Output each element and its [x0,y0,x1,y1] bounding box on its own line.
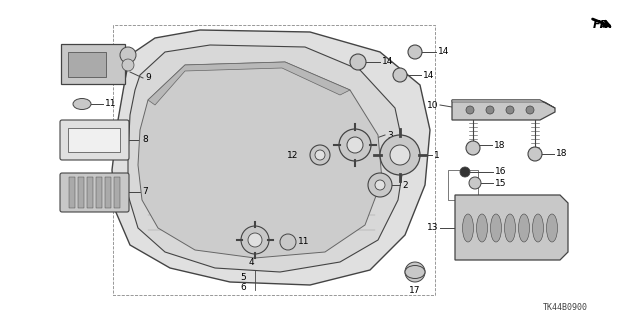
Circle shape [460,167,470,177]
Text: 11: 11 [298,238,310,247]
Text: 6: 6 [240,284,246,293]
Polygon shape [455,195,568,260]
Circle shape [368,173,392,197]
Text: 16: 16 [495,167,506,176]
Ellipse shape [477,214,488,242]
Text: 14: 14 [423,70,435,79]
Circle shape [120,47,136,63]
Ellipse shape [463,214,474,242]
Text: 7: 7 [142,188,148,197]
Text: 9: 9 [145,73,151,83]
Polygon shape [112,30,430,285]
Circle shape [408,45,422,59]
Circle shape [466,106,474,114]
Circle shape [506,106,514,114]
Circle shape [339,129,371,161]
Circle shape [486,106,494,114]
Text: FR.: FR. [593,20,614,30]
Bar [68,128,120,152]
Ellipse shape [490,214,502,242]
Text: 1: 1 [434,151,440,160]
Text: 17: 17 [409,286,420,295]
Text: 10: 10 [426,100,438,109]
Polygon shape [128,45,405,272]
Circle shape [375,180,385,190]
Circle shape [393,68,407,82]
Circle shape [280,234,296,250]
Circle shape [528,147,542,161]
Text: 12: 12 [287,151,298,160]
Bar [78,177,84,208]
Text: 5: 5 [240,273,246,283]
Circle shape [390,145,410,165]
Text: 11: 11 [105,100,116,108]
FancyBboxPatch shape [61,44,125,84]
Ellipse shape [405,265,425,278]
Polygon shape [452,100,555,108]
Bar [448,170,478,200]
Circle shape [380,135,420,175]
Polygon shape [452,100,555,120]
Ellipse shape [532,214,543,242]
Circle shape [122,59,134,71]
Circle shape [466,141,480,155]
Ellipse shape [504,214,515,242]
Circle shape [526,106,534,114]
Polygon shape [148,62,350,105]
Bar [87,177,93,208]
Bar [96,177,102,208]
Circle shape [347,137,363,153]
Text: 14: 14 [382,57,394,66]
Text: 4: 4 [248,258,254,267]
Text: TK44B0900: TK44B0900 [543,303,588,313]
Ellipse shape [547,214,557,242]
Ellipse shape [73,99,91,109]
Circle shape [241,226,269,254]
Text: 15: 15 [495,179,506,188]
Bar [114,177,120,208]
Polygon shape [138,62,382,258]
Text: 8: 8 [142,136,148,145]
Text: 2: 2 [402,181,408,189]
Circle shape [310,145,330,165]
Text: 18: 18 [556,150,568,159]
FancyBboxPatch shape [60,120,129,160]
FancyBboxPatch shape [60,173,129,212]
Ellipse shape [518,214,529,242]
Bar [69,177,75,208]
Circle shape [405,262,425,282]
Text: 14: 14 [438,48,449,56]
Text: 18: 18 [494,140,506,150]
Bar [105,177,111,208]
Text: 13: 13 [426,224,438,233]
Bar [68,52,106,77]
Circle shape [248,233,262,247]
Circle shape [350,54,366,70]
Circle shape [469,177,481,189]
Circle shape [315,150,325,160]
Text: 3: 3 [387,130,393,139]
